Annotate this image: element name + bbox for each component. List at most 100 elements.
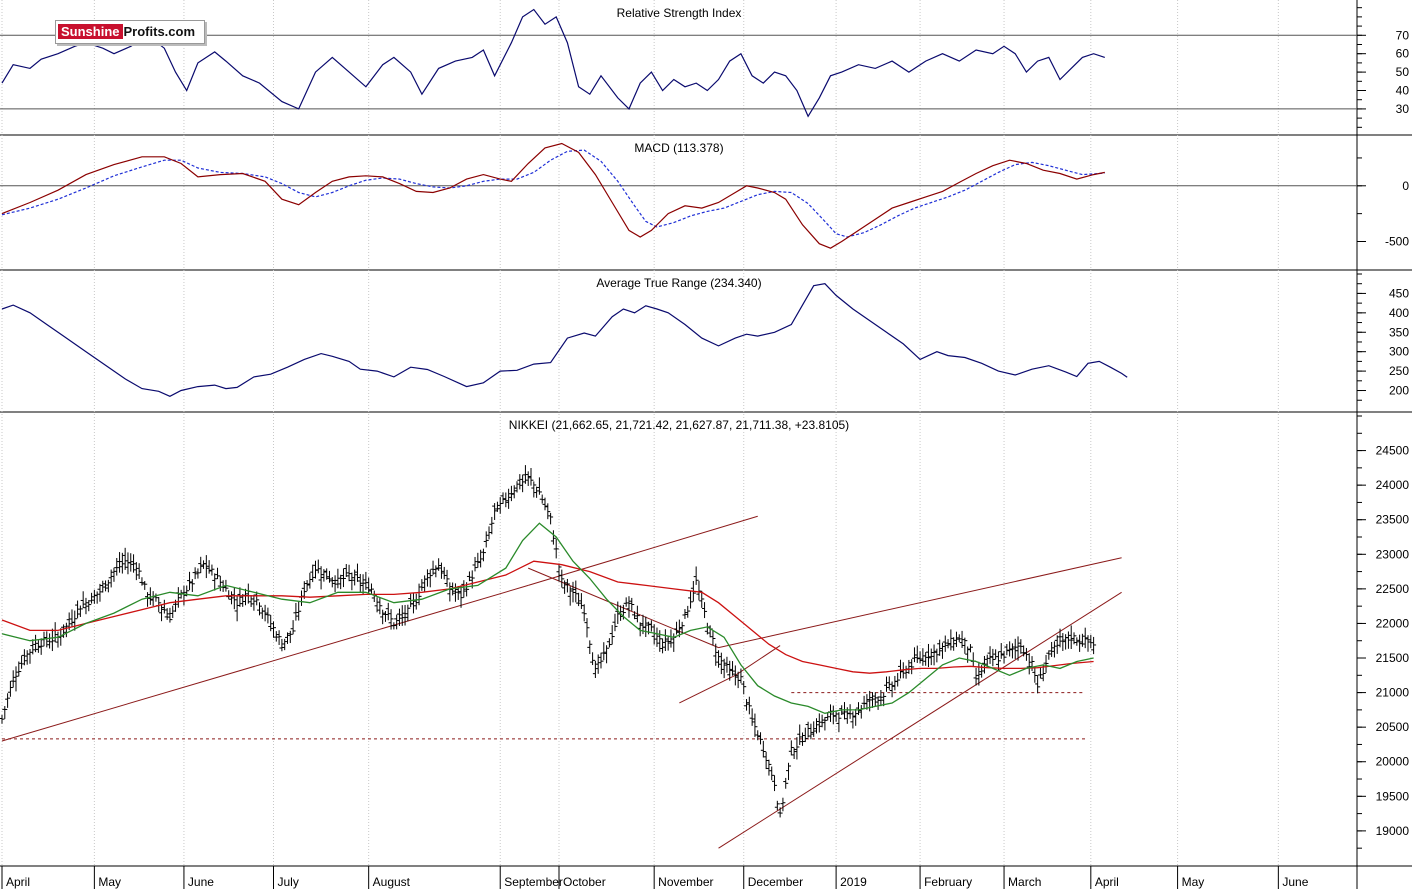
price-bar	[794, 737, 800, 760]
price-bar	[206, 560, 212, 574]
price-bar	[909, 659, 915, 675]
price-bar	[441, 566, 447, 580]
trendline	[718, 591, 1122, 849]
month-label-august: August	[373, 875, 411, 889]
price-bar	[500, 492, 506, 504]
price-bar	[117, 552, 123, 573]
price-bar	[1035, 675, 1041, 694]
price-bar	[875, 696, 881, 710]
price-bar	[483, 531, 489, 548]
price-bar	[229, 591, 235, 605]
price-bar	[399, 605, 405, 626]
price-bar	[626, 596, 632, 618]
price-bar	[195, 568, 201, 579]
price-bar	[19, 655, 25, 669]
price-bar	[38, 638, 44, 655]
trendline	[735, 645, 781, 676]
month-label-july: July	[278, 875, 299, 889]
price-bar	[897, 659, 903, 679]
price-bar	[520, 474, 526, 493]
price-bar	[805, 721, 811, 738]
price-bar	[377, 597, 383, 615]
price-bar	[257, 602, 263, 616]
price-bar	[842, 702, 848, 720]
price-bar	[688, 591, 694, 609]
month-label-december: December	[748, 875, 803, 889]
price-bar	[685, 605, 691, 618]
price-bar	[492, 503, 498, 520]
price-bar	[304, 580, 310, 592]
price-bar	[883, 676, 889, 692]
month-label-may: May	[1182, 875, 1205, 889]
price-bar	[993, 649, 999, 660]
price-bar	[212, 573, 218, 591]
price-bar	[774, 800, 780, 811]
price-bar	[293, 602, 299, 621]
price-bar	[478, 549, 484, 568]
month-label-june: June	[188, 875, 214, 889]
price-bar	[1009, 643, 1015, 659]
price-bar	[847, 704, 853, 719]
price-bar	[973, 667, 979, 686]
y-tick-label: 20500	[1376, 720, 1410, 734]
price-bar	[139, 577, 145, 586]
rsi-title: Relative Strength Index	[617, 6, 742, 20]
price-bar	[338, 574, 344, 590]
price-bar	[332, 575, 338, 593]
atr-title: Average True Range (234.340)	[596, 276, 761, 290]
price-bar	[578, 593, 584, 609]
price-bar	[413, 593, 419, 610]
price-bar	[271, 621, 277, 638]
price-bar	[802, 727, 808, 743]
price-bar	[679, 621, 685, 635]
price-bar	[1079, 633, 1085, 647]
price-bar	[114, 557, 120, 576]
price-bar	[0, 714, 5, 724]
month-label-june: June	[1282, 875, 1308, 889]
price-bar	[10, 670, 16, 688]
price-bar	[998, 643, 1004, 659]
price-bar	[301, 581, 307, 599]
price-bar	[1054, 635, 1060, 654]
price-bar	[97, 583, 103, 602]
price-bar	[480, 548, 486, 562]
price-bar	[1091, 636, 1097, 655]
price-bar	[133, 562, 139, 581]
price-bar	[553, 538, 559, 559]
y-tick-label: 350	[1389, 325, 1409, 339]
price-bar	[506, 488, 512, 509]
price-bar	[853, 708, 859, 726]
macd-signal-line	[1, 149, 1105, 238]
price-bar	[654, 627, 660, 647]
nikkei-title: NIKKEI (21,662.65, 21,721.42, 21,627.87,…	[509, 418, 849, 432]
price-bar	[279, 638, 285, 652]
price-bar	[724, 656, 730, 673]
price-bar	[788, 740, 794, 756]
month-label-february: February	[924, 875, 972, 889]
price-bar	[475, 552, 481, 568]
price-bar	[447, 582, 453, 602]
price-bar	[556, 563, 562, 582]
price-bar	[402, 604, 408, 626]
sunshine-profits-logo[interactable]: Sunshine Profits.com	[55, 20, 205, 44]
price-bar	[83, 597, 89, 615]
price-bar	[324, 568, 330, 580]
price-bar	[710, 630, 716, 646]
price-bar	[772, 775, 778, 792]
price-bar	[2, 706, 8, 719]
price-bar	[86, 600, 92, 612]
price-bar	[307, 572, 313, 589]
price-bar	[967, 644, 973, 653]
price-bar	[181, 585, 187, 606]
price-bar	[77, 605, 83, 617]
price-bar	[545, 503, 551, 520]
price-bar	[1071, 632, 1077, 645]
price-bar	[783, 777, 789, 789]
price-bar	[668, 629, 674, 648]
price-bar	[786, 762, 792, 781]
price-bar	[951, 637, 957, 651]
price-bar	[343, 564, 349, 577]
price-bar	[374, 597, 380, 613]
price-bar	[721, 658, 727, 679]
price-bar	[360, 574, 366, 594]
